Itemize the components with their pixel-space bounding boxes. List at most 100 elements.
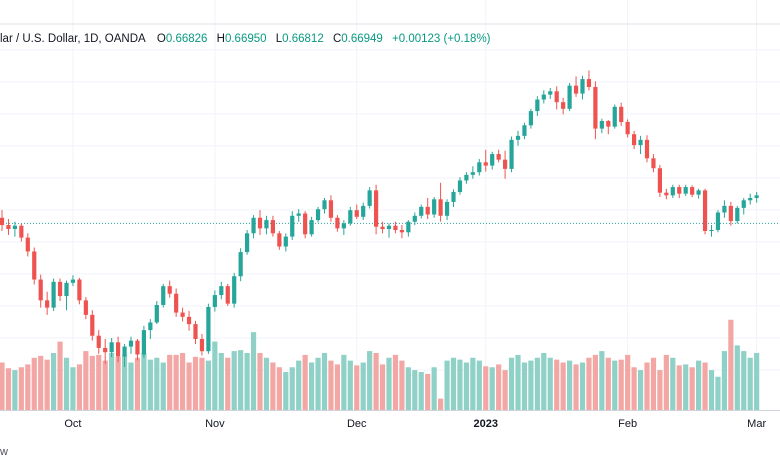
volume-bar — [83, 351, 89, 410]
volume-bar — [257, 353, 263, 410]
volume-bar — [728, 319, 734, 410]
volume-bar — [121, 354, 128, 410]
candle-body — [328, 200, 334, 218]
volume-bar — [547, 357, 553, 410]
volume-bar — [521, 362, 528, 410]
volume-bar — [386, 357, 392, 410]
volume-bar — [128, 362, 134, 410]
candle-body — [19, 225, 24, 238]
candle-body — [380, 226, 385, 230]
candle-body — [561, 102, 566, 109]
candle-body — [6, 225, 11, 230]
candle-body — [754, 195, 759, 198]
candle-body — [135, 340, 140, 355]
candle-body — [180, 312, 185, 317]
candle-body — [625, 122, 630, 135]
volume-bar — [489, 367, 495, 410]
candle-body — [632, 134, 637, 146]
volume-bar — [18, 367, 24, 410]
volume-bar — [599, 351, 605, 410]
low-value: 0.66812 — [282, 33, 324, 45]
candle-body — [709, 230, 714, 231]
candle-body — [638, 139, 643, 146]
volume-bar — [754, 353, 760, 410]
volume-bar — [5, 368, 12, 410]
candles — [0, 70, 759, 368]
candle-body — [116, 342, 121, 357]
candle-body — [586, 79, 592, 87]
volume-bar — [444, 360, 450, 410]
volume-bar — [360, 362, 366, 410]
candle-body — [238, 252, 243, 277]
candle-body — [193, 324, 198, 339]
candle-body — [503, 159, 508, 169]
candle-body — [715, 212, 721, 230]
volume-bar — [173, 354, 179, 410]
volume-bar — [670, 357, 676, 410]
volume-bar — [134, 357, 141, 410]
candle-body — [12, 225, 17, 230]
volume-bar — [186, 362, 192, 410]
candle-body — [438, 199, 443, 216]
volume-bar — [12, 370, 18, 410]
volume-bar — [302, 354, 308, 410]
candle-body — [45, 300, 50, 308]
candle-body — [257, 217, 263, 229]
volume-bar — [147, 359, 153, 410]
candle-body — [573, 85, 579, 94]
volume-bar — [225, 357, 231, 410]
candle-body — [477, 162, 482, 173]
volume-bar — [289, 367, 295, 410]
candle-body — [644, 139, 650, 159]
volume-bar — [592, 354, 598, 410]
volume-bar — [51, 353, 57, 410]
volume-bar — [721, 351, 727, 410]
volume-bar — [483, 366, 489, 410]
x-tick-label: 2023 — [474, 418, 498, 430]
candle-body — [51, 281, 56, 308]
volume-bar — [676, 365, 682, 410]
volume-bar — [192, 356, 199, 410]
volume-bar — [276, 367, 282, 410]
candle-body — [219, 286, 224, 296]
candle-body — [270, 220, 275, 234]
candle-body — [386, 225, 392, 230]
volume-bar — [218, 353, 224, 410]
close-value: 0.66949 — [341, 33, 383, 45]
volume-bar — [115, 356, 121, 410]
candle-body — [206, 306, 211, 352]
candle-body — [70, 279, 76, 283]
volume-bar — [644, 362, 650, 410]
candle-body — [148, 322, 153, 331]
candle-body — [515, 135, 521, 140]
volume-bar — [379, 364, 386, 410]
candle-body — [83, 300, 88, 315]
x-tick-label: Feb — [618, 418, 637, 430]
volume-bar — [683, 364, 689, 410]
volume-bar — [715, 376, 721, 410]
candle-body — [25, 237, 30, 252]
volume-bar — [57, 341, 63, 410]
volume-bar — [180, 353, 186, 410]
candle-body — [444, 201, 450, 216]
volume-bar — [463, 362, 469, 410]
candle-body — [96, 335, 101, 348]
volume-bar — [315, 357, 321, 410]
volume-bar — [708, 370, 715, 410]
change-value: +0.00123 (+0.18%) — [392, 33, 491, 45]
volume-bar — [534, 357, 540, 410]
volume-bar — [341, 354, 347, 410]
candle-body — [199, 338, 205, 352]
candle-body — [245, 233, 250, 253]
candle-body — [722, 205, 727, 213]
volume-bar — [109, 353, 115, 410]
volume-bar — [392, 354, 399, 410]
candle-body — [290, 215, 295, 237]
x-axis: Oct Nov Dec 2023 Feb Mar — [0, 410, 780, 430]
candle-body — [528, 111, 533, 126]
volume-bar — [586, 357, 592, 410]
volume-bar — [321, 353, 328, 410]
candle-body — [367, 190, 372, 206]
